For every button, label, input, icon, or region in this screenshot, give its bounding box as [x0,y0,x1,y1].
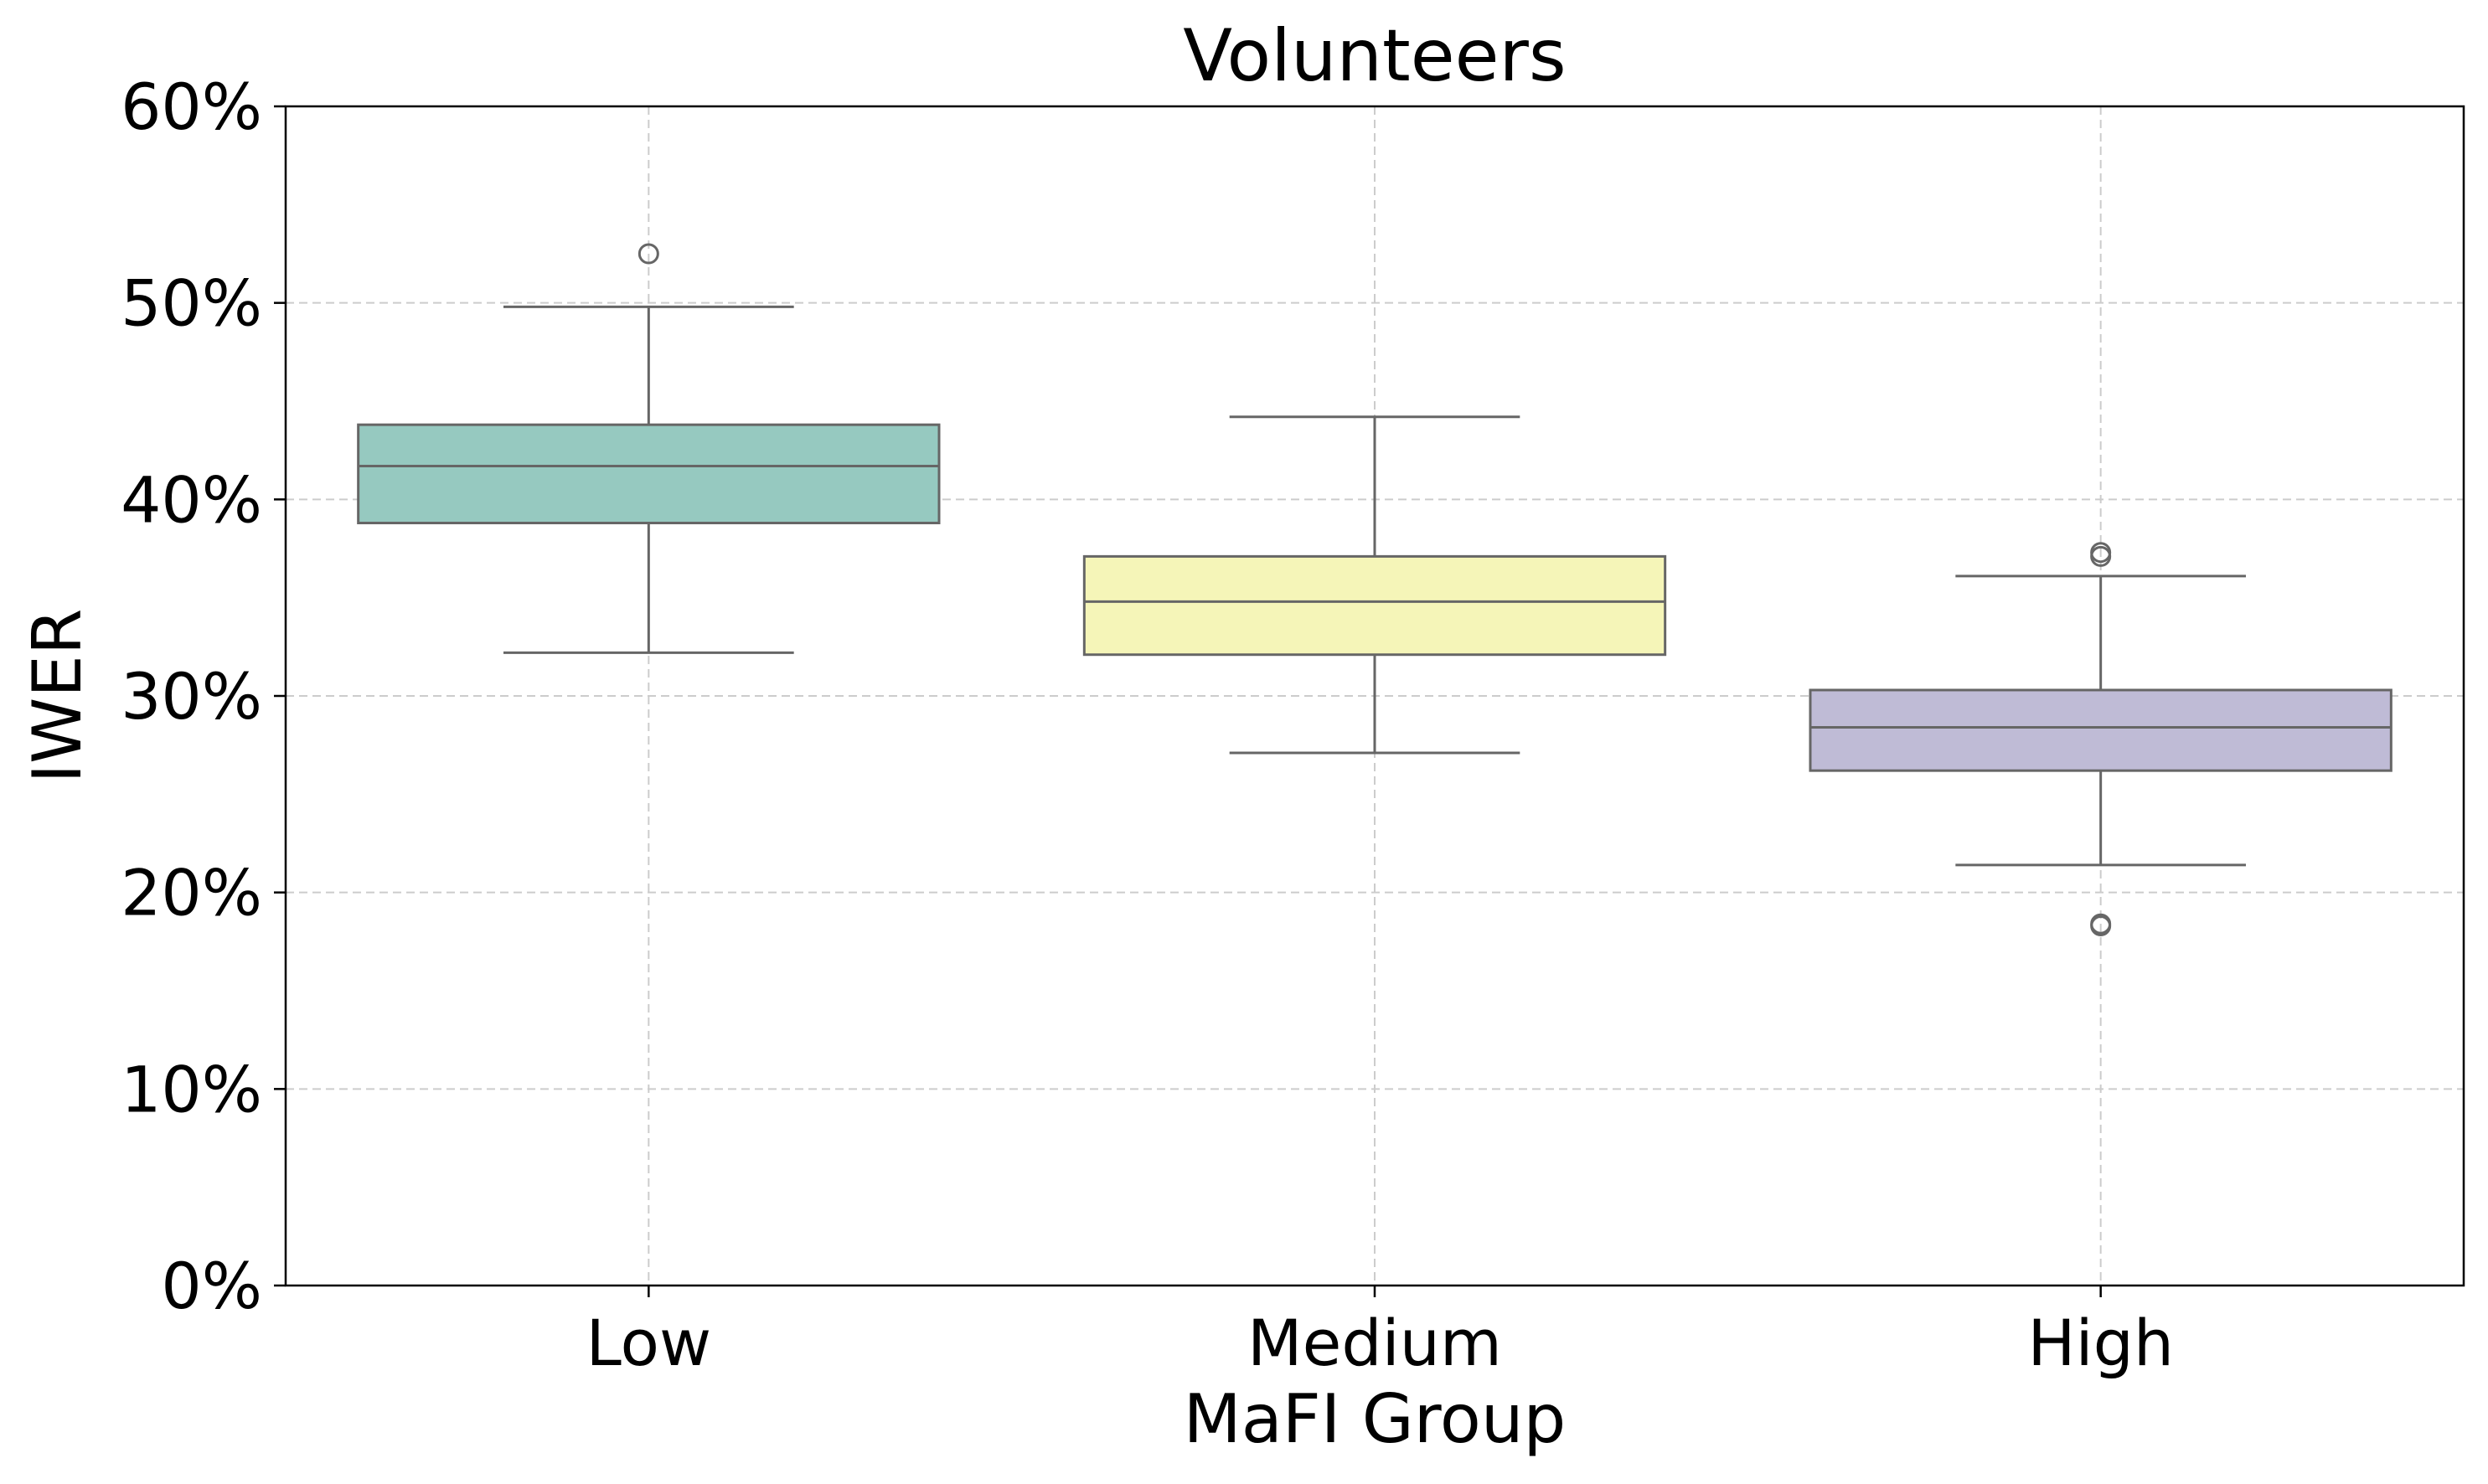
x-axis-ticks: Low Medium High [586,1286,2174,1380]
iqr-box [1082,554,1667,657]
y-tick-label: 40% [121,462,262,537]
box-medium [1082,415,1667,755]
boxes [357,243,2393,937]
iqr-box [357,423,941,524]
y-tick-label: 30% [121,659,262,734]
box-high [1809,542,2393,937]
x-tick-label-high: High [2027,1306,2174,1380]
box-low [357,243,941,654]
y-axis-ticks: 0% 10% 20% 30% 40% 50% 60% [121,70,286,1323]
x-tick-label-medium: Medium [1247,1306,1502,1380]
x-axis-label: MaFI Group [1184,1380,1567,1458]
chart-title: Volunteers [1183,14,1566,98]
outlier-point [2090,545,2112,567]
y-tick-label: 10% [121,1052,262,1126]
y-axis-label: IWER [18,609,96,784]
x-tick-label-low: Low [586,1306,711,1380]
outlier-point [637,243,659,265]
outlier-point [2090,915,2112,937]
iqr-box [1809,688,2393,772]
y-tick-label: 0% [161,1249,262,1323]
y-tick-label: 60% [121,70,262,144]
y-tick-label: 50% [121,266,262,341]
y-tick-label: 20% [121,856,262,930]
